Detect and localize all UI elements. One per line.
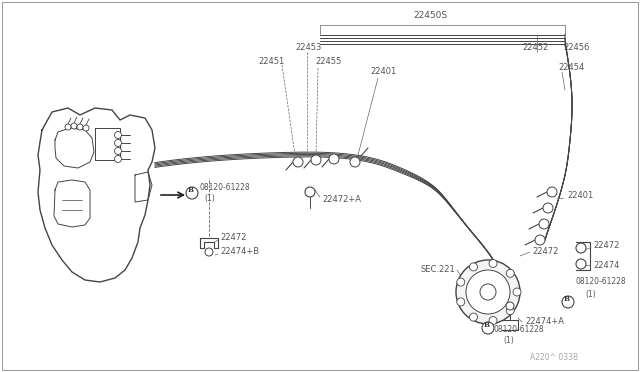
Circle shape — [71, 123, 77, 129]
Circle shape — [543, 203, 553, 213]
Circle shape — [576, 259, 586, 269]
Circle shape — [466, 270, 510, 314]
Circle shape — [513, 288, 521, 296]
Text: 22454: 22454 — [558, 64, 584, 73]
Circle shape — [77, 124, 83, 130]
Text: 22450S: 22450S — [413, 10, 447, 19]
Text: B: B — [484, 321, 490, 329]
Text: B: B — [188, 186, 194, 194]
Circle shape — [329, 154, 339, 164]
Text: 22474+B: 22474+B — [220, 247, 259, 257]
Text: 22456: 22456 — [563, 44, 589, 52]
Circle shape — [457, 278, 465, 286]
Circle shape — [186, 187, 198, 199]
Text: 22472+A: 22472+A — [322, 196, 361, 205]
Text: 08120-61228: 08120-61228 — [576, 278, 627, 286]
Circle shape — [470, 263, 477, 271]
Circle shape — [293, 157, 303, 167]
Text: (1): (1) — [204, 193, 215, 202]
Text: 22472: 22472 — [532, 247, 558, 257]
Text: 08120-61228: 08120-61228 — [494, 326, 545, 334]
Circle shape — [489, 317, 497, 324]
Text: 22453: 22453 — [295, 44, 321, 52]
Text: (1): (1) — [503, 337, 514, 346]
Circle shape — [457, 298, 465, 306]
Circle shape — [489, 259, 497, 267]
Circle shape — [506, 269, 514, 278]
Text: 22472: 22472 — [220, 234, 246, 243]
Text: A220^ 033B: A220^ 033B — [530, 353, 578, 362]
Text: 08120-61228: 08120-61228 — [200, 183, 251, 192]
Circle shape — [456, 260, 520, 324]
Circle shape — [305, 187, 315, 197]
Circle shape — [506, 302, 514, 310]
Circle shape — [480, 284, 496, 300]
Circle shape — [65, 124, 71, 130]
Text: 22451: 22451 — [258, 58, 284, 67]
Text: 22455: 22455 — [315, 58, 341, 67]
Circle shape — [115, 131, 122, 138]
Text: 22401: 22401 — [567, 190, 593, 199]
Text: 22472: 22472 — [593, 241, 620, 250]
Circle shape — [470, 313, 477, 321]
Circle shape — [539, 219, 549, 229]
Text: 22474+A: 22474+A — [525, 317, 564, 327]
Circle shape — [535, 235, 545, 245]
Text: B: B — [564, 295, 570, 303]
Circle shape — [350, 157, 360, 167]
Circle shape — [482, 322, 494, 334]
Circle shape — [115, 148, 122, 154]
Text: SEC.221: SEC.221 — [420, 266, 455, 275]
Circle shape — [311, 155, 321, 165]
Circle shape — [83, 125, 89, 131]
Circle shape — [115, 155, 122, 163]
Text: 22452: 22452 — [522, 44, 548, 52]
Circle shape — [506, 307, 514, 315]
Circle shape — [115, 140, 122, 147]
Circle shape — [576, 243, 586, 253]
Text: (1): (1) — [585, 289, 596, 298]
Text: 22474: 22474 — [593, 260, 620, 269]
Circle shape — [562, 296, 574, 308]
Circle shape — [205, 248, 213, 256]
Circle shape — [547, 187, 557, 197]
Text: 22401: 22401 — [370, 67, 396, 77]
